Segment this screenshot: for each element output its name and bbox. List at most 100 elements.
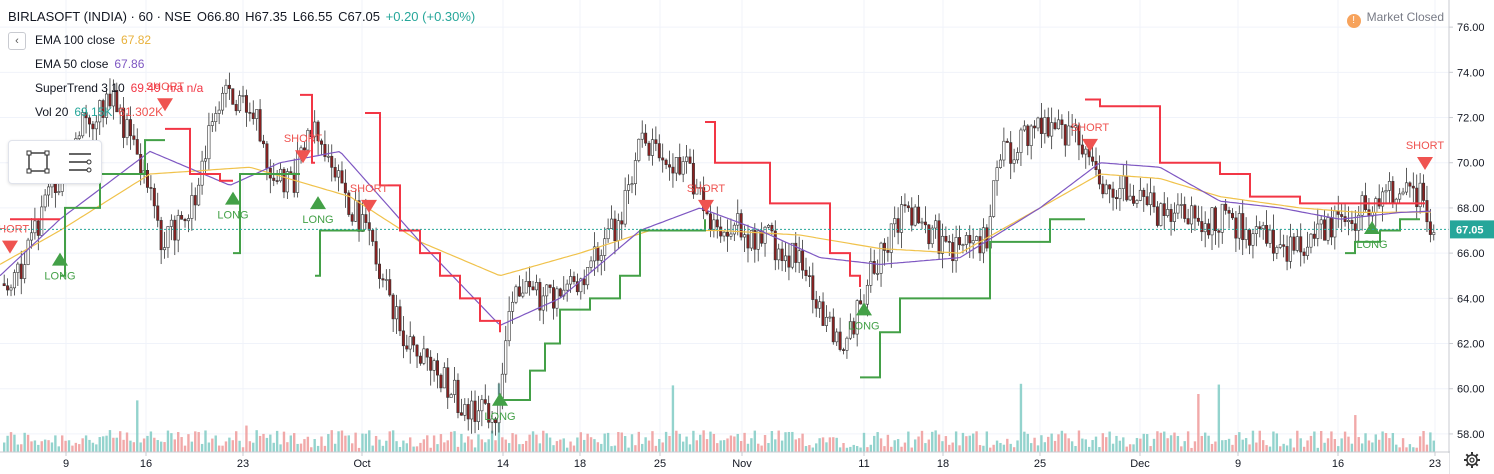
- candle-body: [1074, 125, 1078, 128]
- short-signal-marker: [698, 199, 714, 213]
- volume-bar: [630, 434, 634, 452]
- volume-bar: [187, 434, 190, 452]
- candle-body: [1169, 209, 1173, 222]
- candle-body: [354, 200, 358, 222]
- drawing-toolbar: [8, 140, 102, 184]
- candle-body: [818, 301, 822, 309]
- candle-body: [1172, 212, 1176, 222]
- candle-body: [1166, 209, 1170, 216]
- candle-body: [1384, 190, 1388, 193]
- volume-bar: [1214, 441, 1217, 452]
- market-status-label: Market Closed: [1366, 10, 1444, 24]
- volume-bar: [194, 431, 197, 452]
- volume-bar: [248, 441, 252, 452]
- volume-bar: [1053, 440, 1057, 452]
- indicator-volume[interactable]: Vol 20 69.15K 61.302K: [35, 105, 163, 119]
- volume-bar: [1142, 433, 1145, 452]
- candle-body: [238, 95, 242, 112]
- volume-bar: [699, 434, 702, 452]
- candle-body: [1176, 204, 1180, 214]
- volume-bar: [286, 442, 289, 452]
- volume-bar: [719, 440, 722, 452]
- candle-body: [824, 316, 828, 326]
- y-tick-label: 58.00: [1457, 429, 1485, 441]
- indicator-ema50[interactable]: EMA 50 close 67.86: [35, 57, 144, 71]
- long-signal-label: LONG: [484, 411, 515, 423]
- supertrend-up-segment: [233, 173, 300, 255]
- indicator-ema100[interactable]: EMA 100 close 67.82: [35, 33, 151, 47]
- volume-bar: [954, 431, 958, 452]
- candle-body: [1302, 251, 1306, 256]
- volume-bar: [275, 430, 279, 452]
- candle-body: [630, 183, 634, 186]
- candle-body: [1312, 233, 1316, 239]
- volume-bar: [1360, 443, 1364, 452]
- settings-gear-icon[interactable]: [1463, 451, 1481, 469]
- candle-body: [176, 215, 180, 241]
- candle-body: [1340, 214, 1344, 217]
- candle-body: [514, 286, 518, 303]
- y-tick-label: 62.00: [1457, 339, 1485, 351]
- volume-bar: [385, 440, 388, 452]
- candle-body: [644, 132, 648, 144]
- volume-bar: [579, 432, 583, 452]
- market-status[interactable]: ! Market Closed: [1346, 10, 1444, 28]
- candle-body: [94, 121, 98, 130]
- candle-body: [340, 170, 344, 184]
- volume-bar: [1047, 436, 1050, 452]
- candle-body: [596, 246, 600, 261]
- volume-bar: [1091, 440, 1094, 452]
- candle-body: [412, 336, 416, 346]
- volume-bar: [197, 432, 200, 452]
- volume-bar: [770, 431, 774, 452]
- candle-body: [610, 218, 614, 229]
- volume-bar: [98, 437, 101, 452]
- volume-bar: [405, 443, 408, 452]
- short-signal-marker: [157, 98, 173, 112]
- volume-bar: [1354, 415, 1357, 452]
- symbol-name[interactable]: BIRLASOFT (INDIA) · 60 · NSE: [8, 9, 192, 24]
- candle-body: [1060, 119, 1064, 125]
- volume-bar: [439, 434, 443, 452]
- candle-body: [480, 399, 484, 412]
- candle-body: [1408, 182, 1412, 187]
- volume-bar: [678, 433, 681, 452]
- volume-bar: [180, 437, 183, 452]
- volume-bar: [1029, 443, 1033, 452]
- candle-body: [579, 278, 583, 293]
- volume-bar: [296, 443, 299, 452]
- volume-bar: [395, 441, 398, 452]
- volume-bar: [436, 444, 439, 452]
- candle-body: [6, 285, 10, 291]
- candle-body: [940, 235, 944, 254]
- volume-bar: [774, 439, 777, 452]
- volume-bar: [279, 444, 282, 452]
- volume-bar: [71, 445, 74, 452]
- volume-bar: [217, 445, 221, 452]
- candle-body: [886, 250, 890, 253]
- volume-bar: [705, 439, 709, 452]
- candle-body: [1111, 188, 1115, 198]
- candle-body: [374, 241, 378, 265]
- indicator-name: Vol 20: [35, 105, 69, 119]
- candle-body: [186, 218, 190, 222]
- candle-body: [1306, 246, 1310, 256]
- volume-bar: [920, 430, 924, 452]
- lines-tool-icon[interactable]: [65, 141, 95, 183]
- volume-bar: [927, 439, 931, 452]
- collapse-legend-button[interactable]: ‹: [8, 32, 26, 50]
- volume-bar: [613, 445, 617, 452]
- volume-bar: [753, 430, 757, 452]
- candle-body: [923, 221, 927, 226]
- candle-body: [1029, 125, 1033, 146]
- y-tick-label: 68.00: [1457, 203, 1485, 215]
- candle-body: [285, 171, 289, 193]
- candle-body: [326, 155, 330, 158]
- candle-body: [1005, 140, 1009, 143]
- volume-bar: [873, 435, 876, 452]
- rectangle-tool-icon[interactable]: [23, 141, 53, 183]
- candle-body: [1155, 206, 1159, 226]
- x-tick-label: 23: [237, 458, 249, 470]
- indicator-supertrend[interactable]: SuperTrend 3 10 69.49 n/a n/a: [35, 81, 203, 95]
